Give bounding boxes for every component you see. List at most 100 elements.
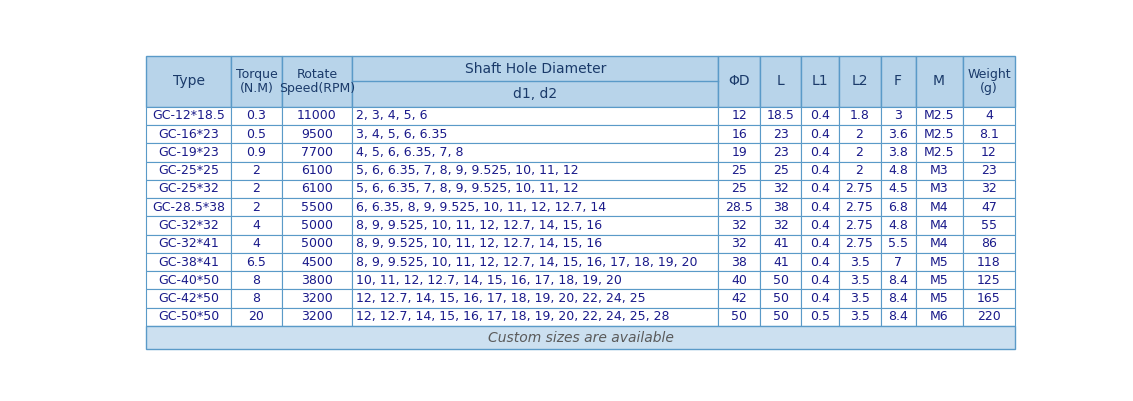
Bar (801, 125, 838, 143)
Bar (231, 143, 282, 162)
Text: 5, 6, 6.35, 7, 8, 9, 9.525, 10, 11, 12: 5, 6, 6.35, 7, 8, 9, 9.525, 10, 11, 12 (357, 182, 579, 196)
Text: M4: M4 (930, 201, 948, 214)
Bar (718, 125, 760, 143)
Text: 10, 11, 12, 12.7, 14, 15, 16, 17, 18, 19, 20: 10, 11, 12, 12.7, 14, 15, 16, 17, 18, 19… (357, 274, 622, 287)
Text: 25: 25 (773, 164, 789, 177)
Bar (838, 235, 880, 253)
Text: F: F (894, 74, 902, 88)
Text: 0.4: 0.4 (810, 128, 829, 141)
Text: 12, 12.7, 14, 15, 16, 17, 18, 19, 20, 22, 24, 25: 12, 12.7, 14, 15, 16, 17, 18, 19, 20, 22… (357, 292, 646, 305)
Bar (963, 271, 1015, 290)
Bar (760, 180, 801, 198)
Bar (146, 162, 231, 180)
Bar (718, 271, 760, 290)
Bar (352, 143, 718, 162)
Bar (838, 143, 880, 162)
Bar (231, 198, 282, 217)
Text: 8.4: 8.4 (888, 274, 908, 287)
Bar (352, 198, 718, 217)
Text: 12: 12 (981, 146, 997, 159)
Bar (838, 290, 880, 308)
Bar (915, 308, 963, 326)
Bar (760, 125, 801, 143)
Text: 3: 3 (894, 109, 902, 122)
Bar (963, 162, 1015, 180)
Text: M2.5: M2.5 (923, 128, 954, 141)
Bar (801, 143, 838, 162)
Text: ΦD: ΦD (729, 74, 750, 88)
Text: M3: M3 (930, 164, 948, 177)
Bar (231, 253, 282, 271)
Text: GC-16*23: GC-16*23 (159, 128, 219, 141)
Text: 0.3: 0.3 (247, 109, 266, 122)
Text: Type: Type (172, 74, 204, 88)
Text: GC-38*41: GC-38*41 (159, 255, 219, 269)
Bar (838, 180, 880, 198)
Text: 55: 55 (981, 219, 997, 232)
Bar (352, 235, 718, 253)
Text: 25: 25 (732, 164, 748, 177)
Text: 28.5: 28.5 (725, 201, 753, 214)
Text: 8.4: 8.4 (888, 292, 908, 305)
Text: (N.M): (N.M) (239, 82, 273, 95)
Text: M2.5: M2.5 (923, 109, 954, 122)
Bar (718, 290, 760, 308)
Text: 5000: 5000 (301, 237, 333, 250)
Text: M4: M4 (930, 237, 948, 250)
Bar (352, 308, 718, 326)
Text: 3.6: 3.6 (888, 128, 908, 141)
Bar (718, 253, 760, 271)
Bar (352, 56, 718, 107)
Text: GC-42*50: GC-42*50 (157, 292, 219, 305)
Text: 2.75: 2.75 (845, 237, 874, 250)
Text: 4.8: 4.8 (888, 164, 908, 177)
Bar (282, 56, 352, 107)
Text: 4.8: 4.8 (888, 219, 908, 232)
Bar (880, 308, 915, 326)
Bar (880, 271, 915, 290)
Bar (760, 198, 801, 217)
Bar (963, 107, 1015, 125)
Bar (718, 107, 760, 125)
Text: 32: 32 (981, 182, 997, 196)
Text: 38: 38 (773, 201, 789, 214)
Bar (838, 217, 880, 235)
Text: 118: 118 (977, 255, 1000, 269)
Text: 16: 16 (732, 128, 748, 141)
Text: 8.1: 8.1 (979, 128, 999, 141)
Text: 3800: 3800 (301, 274, 333, 287)
Text: 6100: 6100 (301, 182, 333, 196)
Text: 125: 125 (977, 274, 1000, 287)
Text: 220: 220 (977, 310, 1000, 323)
Bar (760, 235, 801, 253)
Bar (231, 235, 282, 253)
Text: L2: L2 (851, 74, 868, 88)
Text: Rotate: Rotate (297, 68, 338, 81)
Text: 0.4: 0.4 (810, 219, 829, 232)
Bar (915, 107, 963, 125)
Text: 0.4: 0.4 (810, 274, 829, 287)
Text: 32: 32 (773, 182, 789, 196)
Bar (146, 125, 231, 143)
Bar (718, 56, 760, 107)
Bar (880, 198, 915, 217)
Text: GC-40*50: GC-40*50 (157, 274, 219, 287)
Text: 40: 40 (732, 274, 748, 287)
Bar (352, 107, 718, 125)
Text: 5, 6, 6.35, 7, 8, 9, 9.525, 10, 11, 12: 5, 6, 6.35, 7, 8, 9, 9.525, 10, 11, 12 (357, 164, 579, 177)
Bar (282, 271, 352, 290)
Bar (880, 56, 915, 107)
Text: 2.75: 2.75 (845, 182, 874, 196)
Text: 0.4: 0.4 (810, 255, 829, 269)
Bar (282, 125, 352, 143)
Text: 0.4: 0.4 (810, 237, 829, 250)
Text: M3: M3 (930, 182, 948, 196)
Text: 50: 50 (773, 292, 789, 305)
Bar (352, 217, 718, 235)
Text: 0.4: 0.4 (810, 292, 829, 305)
Bar (963, 56, 1015, 107)
Text: 8, 9, 9.525, 10, 11, 12, 12.7, 14, 15, 16: 8, 9, 9.525, 10, 11, 12, 12.7, 14, 15, 1… (357, 219, 603, 232)
Text: 7: 7 (894, 255, 902, 269)
Text: 165: 165 (977, 292, 1000, 305)
Bar (880, 162, 915, 180)
